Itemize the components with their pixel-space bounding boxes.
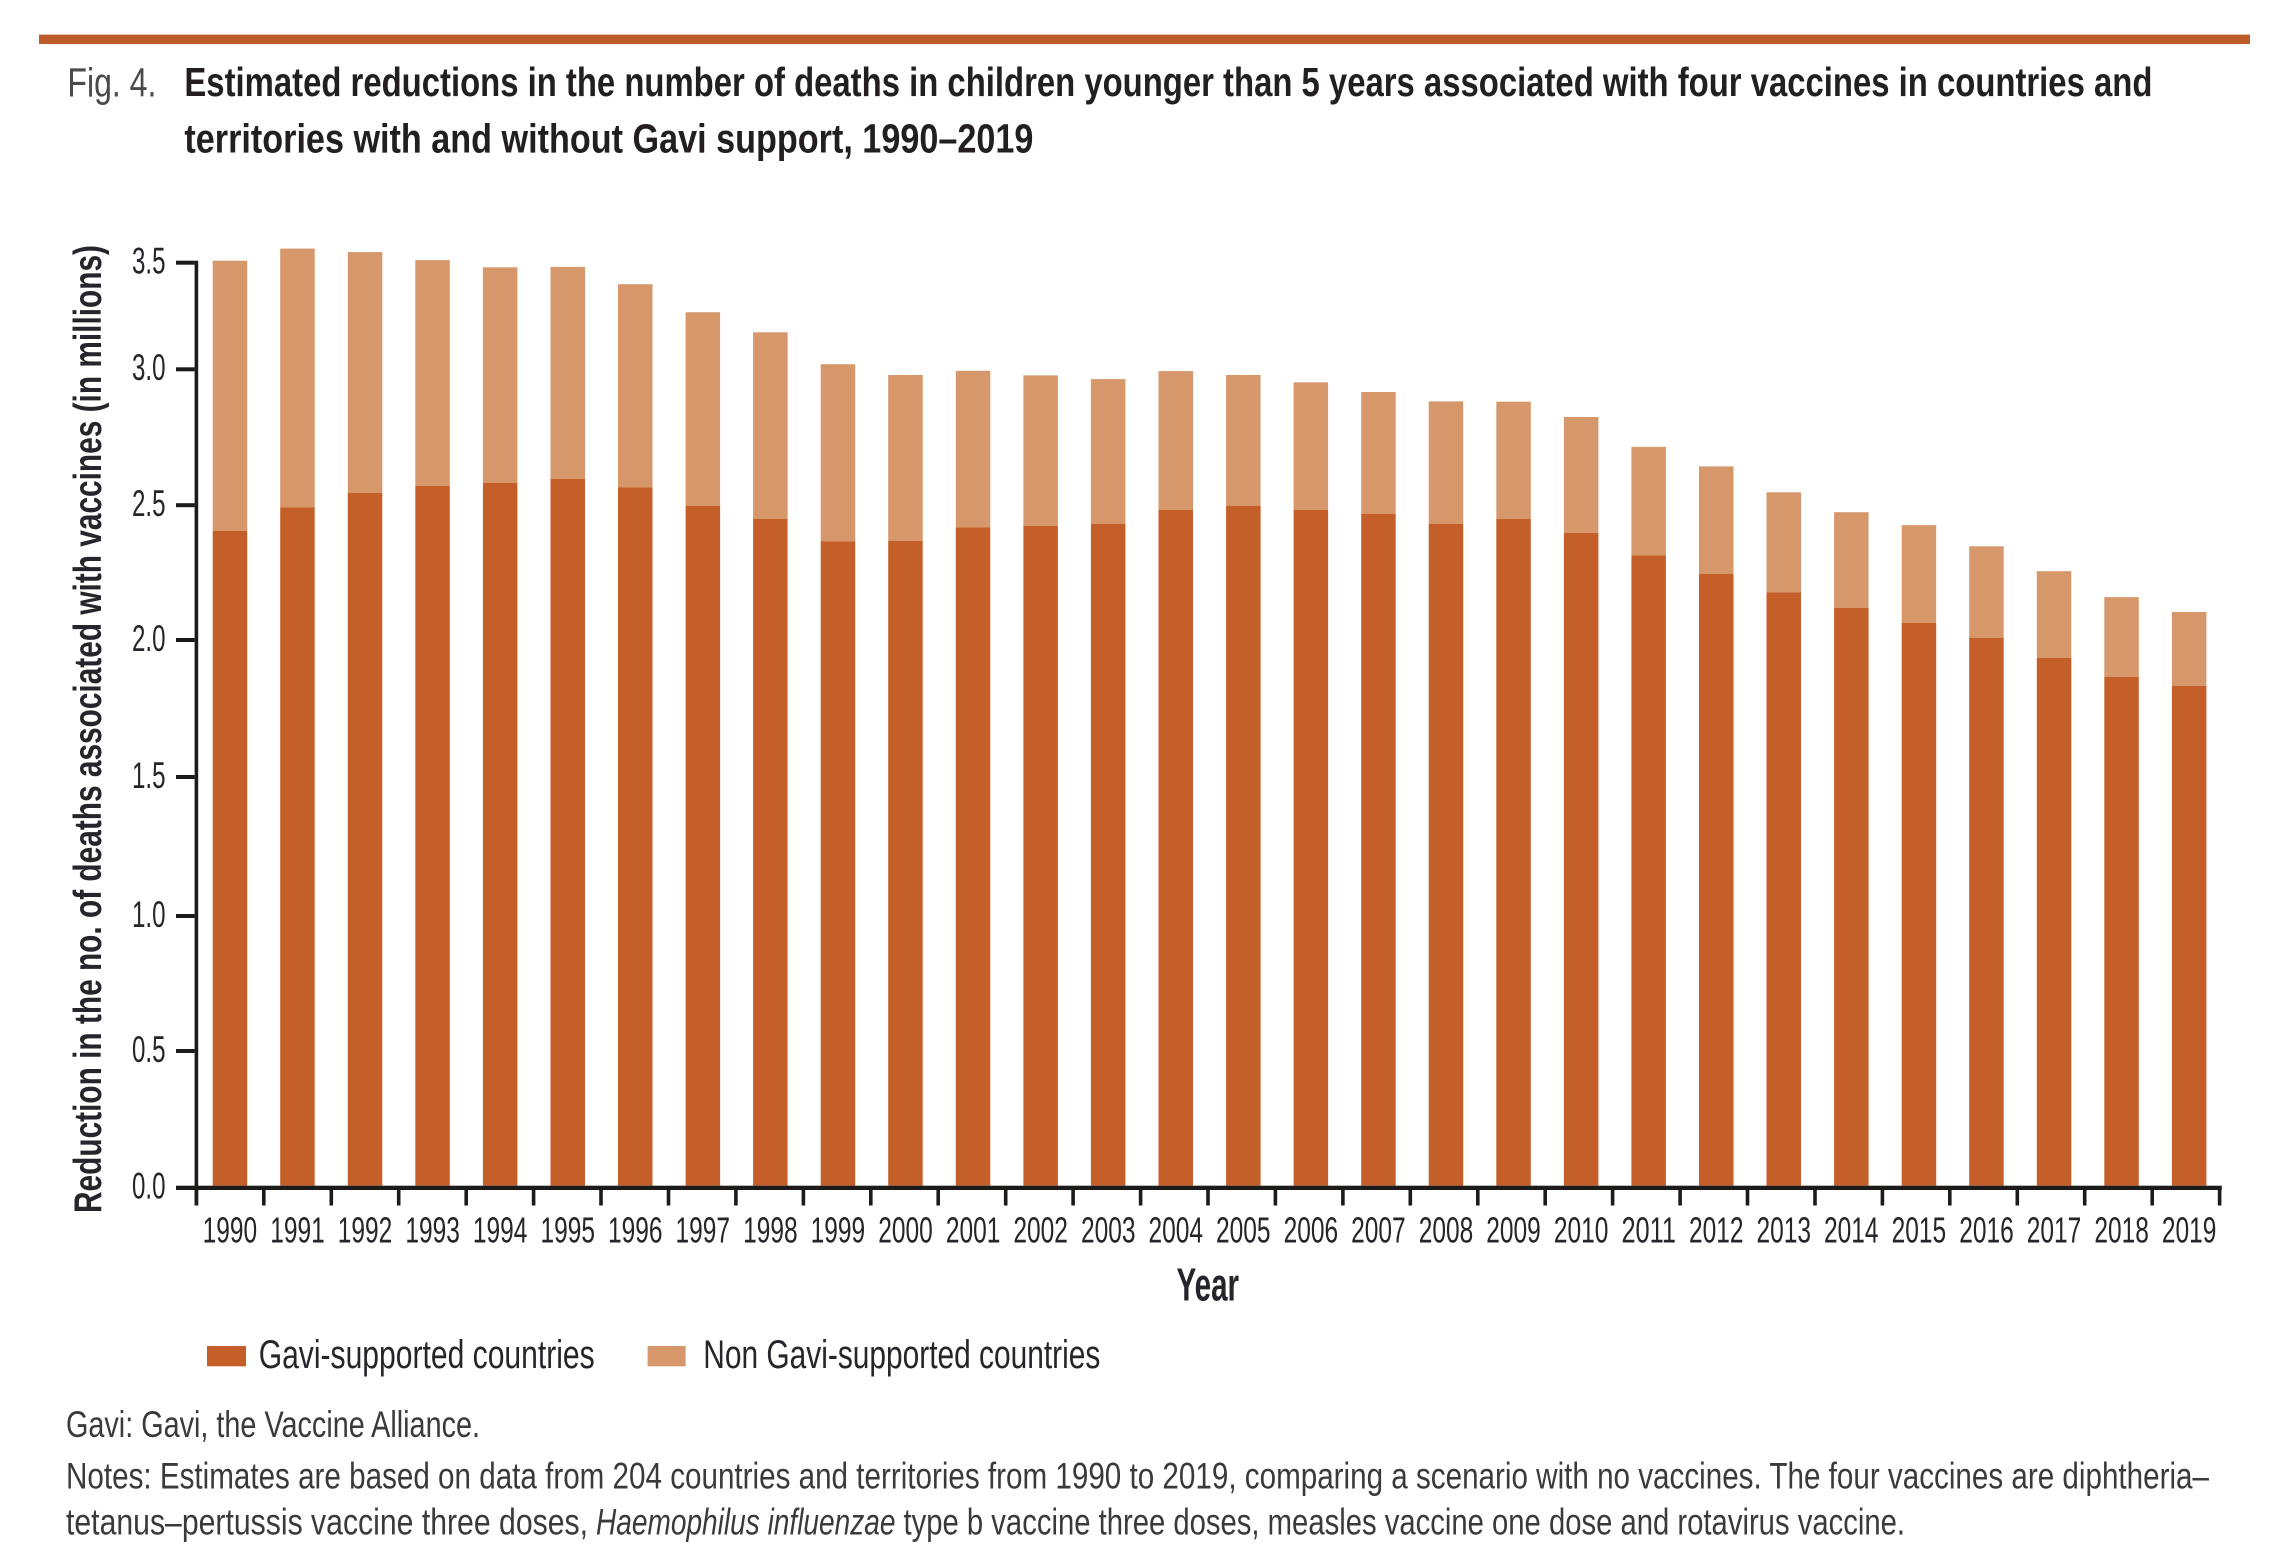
svg-text:3.0: 3.0 (132, 347, 166, 388)
svg-text:1991: 1991 (270, 1210, 325, 1251)
svg-text:1992: 1992 (338, 1210, 393, 1251)
svg-text:1993: 1993 (405, 1210, 460, 1251)
svg-text:2019: 2019 (2162, 1210, 2217, 1251)
svg-text:2016: 2016 (1959, 1210, 2014, 1251)
svg-text:2018: 2018 (2094, 1210, 2149, 1251)
svg-text:2004: 2004 (1148, 1210, 1203, 1251)
svg-text:territories with and without G: territories with and without Gavi suppor… (184, 115, 1033, 161)
svg-text:tetanus–pertussis vaccine thre: tetanus–pertussis vaccine three doses, (66, 1502, 588, 1543)
svg-text:1997: 1997 (676, 1210, 731, 1251)
svg-text:2001: 2001 (946, 1210, 1001, 1251)
svg-text:0.0: 0.0 (132, 1165, 166, 1206)
svg-text:Year: Year (1177, 1258, 1240, 1310)
svg-text:1994: 1994 (473, 1210, 528, 1251)
svg-text:0.5: 0.5 (132, 1029, 166, 1070)
svg-text:2002: 2002 (1013, 1210, 1068, 1251)
svg-text:2.0: 2.0 (132, 618, 166, 659)
svg-text:1.0: 1.0 (132, 894, 166, 935)
svg-text:type b vaccine three doses, me: type b vaccine three doses, measles vacc… (904, 1502, 1906, 1543)
svg-text:3.5: 3.5 (132, 241, 166, 282)
svg-text:2.5: 2.5 (132, 483, 166, 524)
svg-text:2013: 2013 (1757, 1210, 1812, 1251)
svg-text:2011: 2011 (1621, 1210, 1676, 1251)
svg-text:Reduction in the no. of deaths: Reduction in the no. of deaths associate… (67, 245, 110, 1213)
svg-text:1999: 1999 (811, 1210, 866, 1251)
svg-text:Notes: Estimates are based on: Notes: Estimates are based on data from … (66, 1456, 2209, 1497)
svg-text:2003: 2003 (1081, 1210, 1136, 1251)
svg-text:Haemophilus influenzae: Haemophilus influenzae (596, 1502, 896, 1543)
svg-text:1990: 1990 (203, 1210, 258, 1251)
svg-text:2017: 2017 (2027, 1210, 2082, 1251)
svg-text:1996: 1996 (608, 1210, 663, 1251)
svg-text:Estimated reductions in the nu: Estimated reductions in the number of de… (184, 59, 2152, 105)
svg-text:2005: 2005 (1216, 1210, 1271, 1251)
svg-text:2015: 2015 (1892, 1210, 1947, 1251)
svg-text:2014: 2014 (1824, 1210, 1879, 1251)
svg-text:2008: 2008 (1419, 1210, 1474, 1251)
svg-text:Gavi-supported countries: Gavi-supported countries (259, 1332, 595, 1377)
svg-text:Gavi: Gavi, the Vaccine Allian: Gavi: Gavi, the Vaccine Alliance. (66, 1404, 480, 1445)
svg-text:1998: 1998 (743, 1210, 798, 1251)
svg-text:2009: 2009 (1486, 1210, 1541, 1251)
svg-text:Fig. 4.: Fig. 4. (67, 60, 156, 106)
svg-text:1995: 1995 (540, 1210, 595, 1251)
svg-text:1.5: 1.5 (132, 755, 166, 796)
svg-text:2010: 2010 (1554, 1210, 1609, 1251)
svg-text:2000: 2000 (878, 1210, 933, 1251)
svg-text:2007: 2007 (1351, 1210, 1406, 1251)
svg-text:2012: 2012 (1689, 1210, 1744, 1251)
svg-text:2006: 2006 (1284, 1210, 1339, 1251)
svg-text:Non Gavi-supported countries: Non Gavi-supported countries (703, 1332, 1100, 1377)
